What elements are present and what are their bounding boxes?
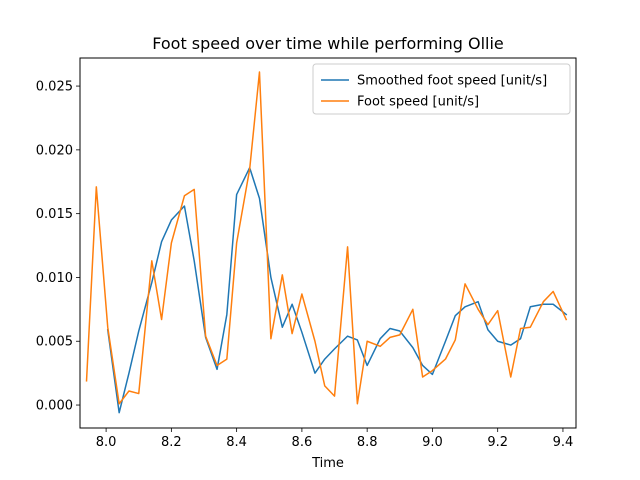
series-line-1: [106, 166, 568, 414]
legend-label: Smoothed foot speed [unit/s]: [357, 74, 547, 89]
x-tick-label: 8.8: [357, 435, 378, 450]
y-tick-label: 0.000: [36, 399, 73, 414]
y-tick-label: 0.015: [36, 207, 73, 222]
y-axis: 0.000 0.005 0.010 0.015 0.020 0.025: [36, 80, 80, 414]
y-tick-label: 0.005: [36, 335, 73, 350]
x-tick-label: 9.0: [422, 435, 443, 450]
x-tick-label: 9.4: [553, 435, 574, 450]
x-tick-label: 8.4: [226, 435, 247, 450]
x-axis-label: Time: [311, 456, 344, 471]
series-line-2: [85, 71, 568, 405]
x-tick-label: 8.2: [161, 435, 182, 450]
x-tick-label: 8.0: [96, 435, 117, 450]
plot-frame: [79, 57, 577, 429]
x-tick-label: 8.6: [292, 435, 313, 450]
legend-box: [312, 63, 571, 115]
y-tick-label: 0.010: [36, 271, 73, 286]
y-tick-label: 0.025: [36, 80, 73, 95]
plot-lines: [85, 71, 568, 414]
legend: Smoothed foot speed [unit/s] Foot speed […: [312, 63, 571, 115]
chart-title: Foot speed over time while performing Ol…: [152, 34, 504, 53]
legend-label: Foot speed [unit/s]: [357, 95, 479, 110]
y-tick-label: 0.020: [36, 143, 73, 158]
x-tick-label: 9.2: [487, 435, 508, 450]
x-axis: 8.0 8.2 8.4 8.6 8.8 9.0 9.2 9.4: [96, 428, 574, 450]
